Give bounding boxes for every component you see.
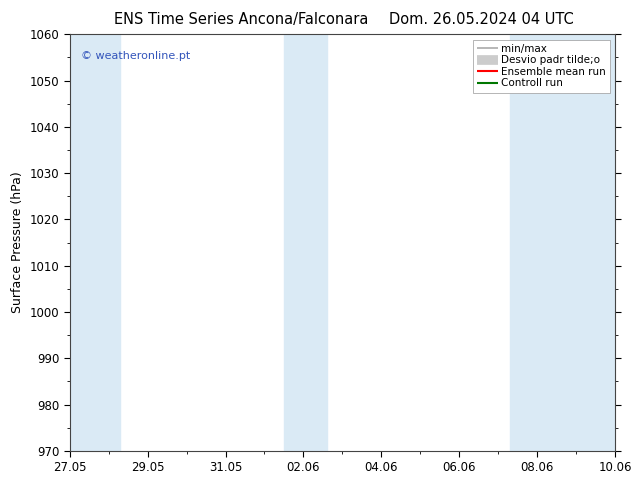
Bar (537, 34, 615, 451)
Bar (284, 34, 304, 451)
Y-axis label: Surface Pressure (hPa): Surface Pressure (hPa) (11, 172, 24, 314)
Text: © weatheronline.pt: © weatheronline.pt (81, 51, 190, 61)
Bar (510, 34, 537, 451)
Text: ENS Time Series Ancona/Falconara: ENS Time Series Ancona/Falconara (113, 12, 368, 27)
Legend: min/max, Desvio padr tilde;o, Ensemble mean run, Controll run: min/max, Desvio padr tilde;o, Ensemble m… (473, 40, 610, 93)
Bar (70, 34, 120, 451)
Bar (304, 34, 327, 451)
Text: Dom. 26.05.2024 04 UTC: Dom. 26.05.2024 04 UTC (389, 12, 574, 27)
